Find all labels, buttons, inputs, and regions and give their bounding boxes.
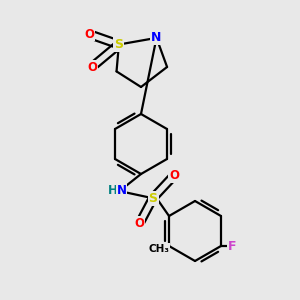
- Text: S: S: [148, 191, 158, 205]
- Text: CH₃: CH₃: [148, 244, 169, 254]
- Text: H: H: [108, 184, 118, 197]
- Text: N: N: [151, 32, 162, 44]
- Text: S: S: [114, 38, 123, 51]
- Text: O: O: [87, 61, 97, 74]
- Text: O: O: [134, 217, 145, 230]
- Text: F: F: [228, 239, 236, 253]
- Text: O: O: [169, 169, 179, 182]
- Text: N: N: [116, 184, 127, 197]
- Text: O: O: [84, 28, 94, 40]
